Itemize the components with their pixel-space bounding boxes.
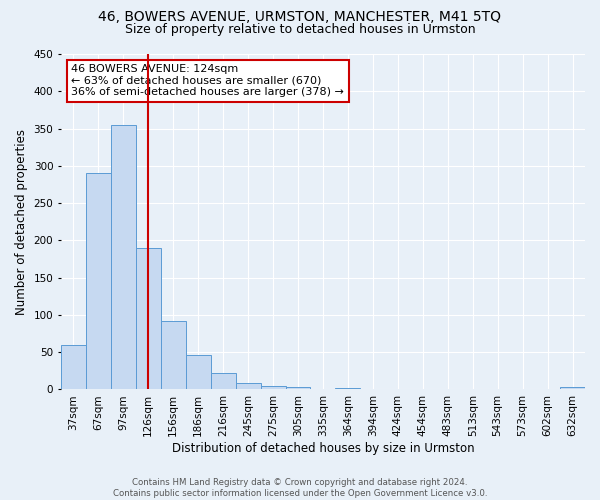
Text: Size of property relative to detached houses in Urmston: Size of property relative to detached ho… <box>125 22 475 36</box>
Text: 46 BOWERS AVENUE: 124sqm
← 63% of detached houses are smaller (670)
36% of semi-: 46 BOWERS AVENUE: 124sqm ← 63% of detach… <box>71 64 344 98</box>
Bar <box>260 386 286 390</box>
Bar <box>136 248 161 390</box>
Bar <box>560 387 585 390</box>
Bar <box>61 344 86 390</box>
Bar <box>86 174 111 390</box>
Bar <box>186 355 211 390</box>
Bar <box>335 388 361 390</box>
Bar <box>286 387 310 390</box>
Bar <box>211 373 236 390</box>
Bar <box>111 125 136 390</box>
Y-axis label: Number of detached properties: Number of detached properties <box>15 128 28 314</box>
Text: 46, BOWERS AVENUE, URMSTON, MANCHESTER, M41 5TQ: 46, BOWERS AVENUE, URMSTON, MANCHESTER, … <box>98 10 502 24</box>
X-axis label: Distribution of detached houses by size in Urmston: Distribution of detached houses by size … <box>172 442 474 455</box>
Bar <box>161 321 186 390</box>
Bar <box>236 384 260 390</box>
Text: Contains HM Land Registry data © Crown copyright and database right 2024.
Contai: Contains HM Land Registry data © Crown c… <box>113 478 487 498</box>
